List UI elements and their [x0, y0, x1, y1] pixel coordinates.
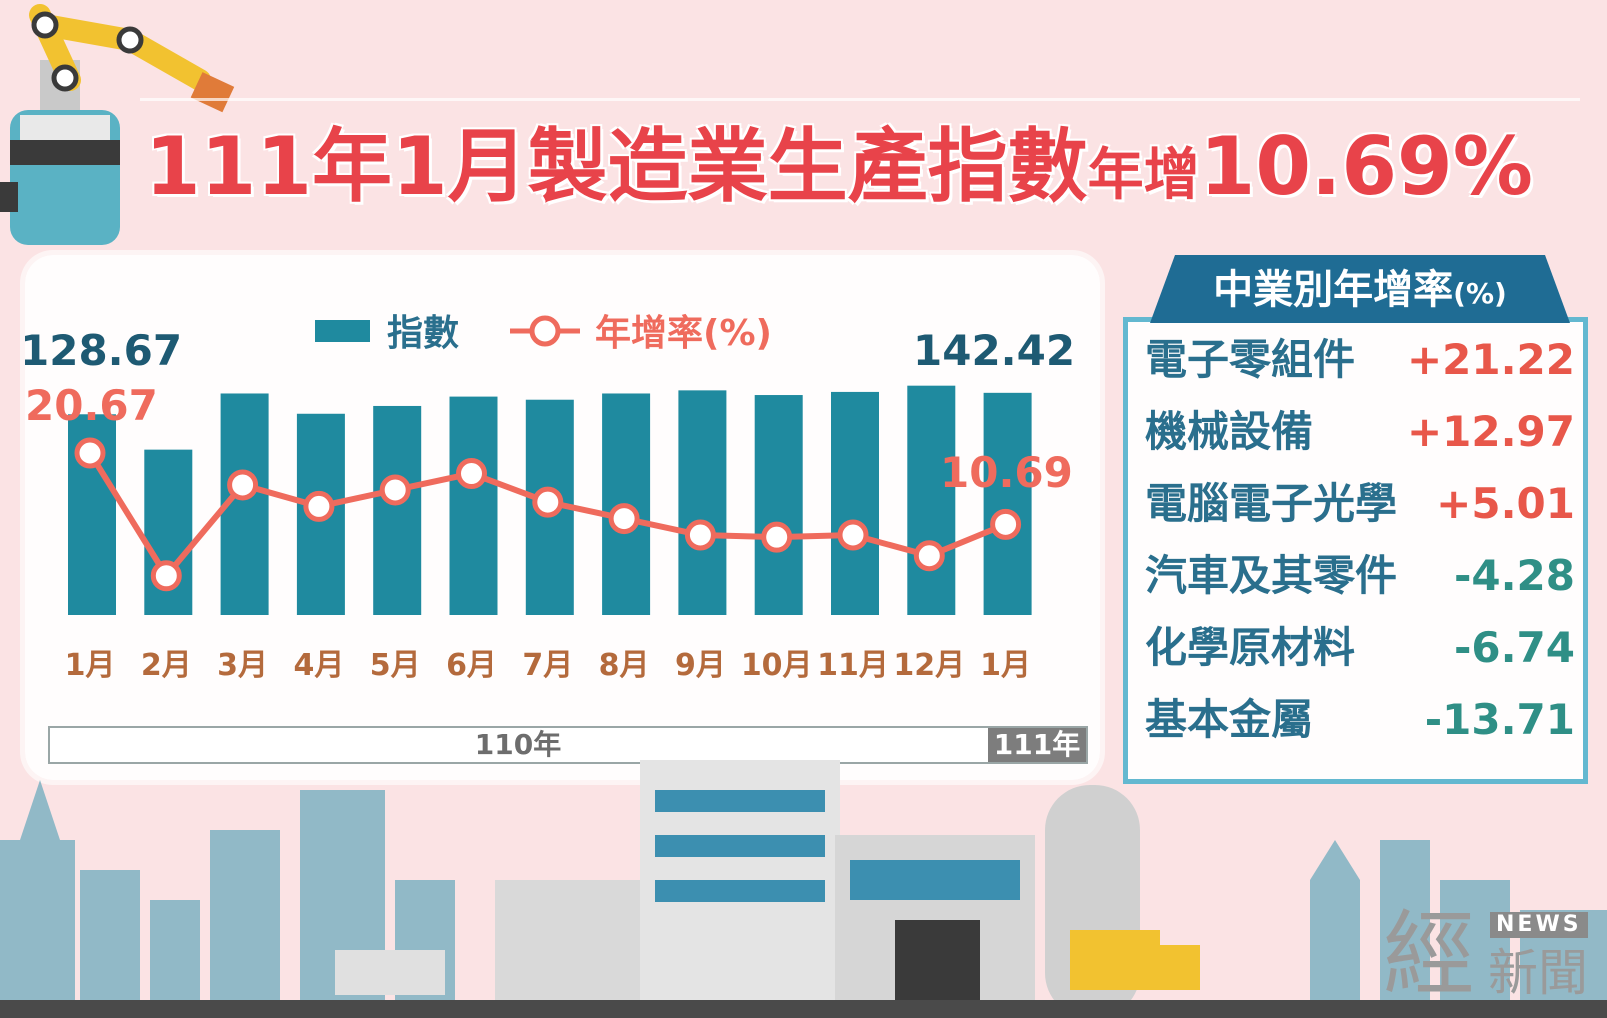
growth-point — [761, 521, 793, 553]
index-bar — [831, 391, 879, 615]
x-tick-label: 7月 — [522, 648, 573, 683]
title-divider — [140, 98, 1580, 101]
industry-row: 電腦電子光學 +5.01 — [1145, 474, 1575, 534]
industry-growth-panel — [1123, 317, 1588, 784]
first-index-label: 128.67 — [25, 326, 182, 375]
x-tick-label: 10月 — [741, 648, 813, 683]
industry-row: 基本金屬 -13.71 — [1145, 690, 1575, 750]
growth-point — [303, 490, 335, 522]
page-title: 111年1月製造業生產指數年增10.69% — [145, 112, 1585, 222]
industry-name: 汽車及其零件 — [1145, 551, 1398, 600]
legend-line-marker — [529, 315, 561, 347]
x-tick-label: 1月 — [65, 648, 116, 683]
x-tick-label: 12月 — [893, 648, 965, 683]
industry-name: 化學原材料 — [1145, 623, 1356, 672]
growth-point — [608, 503, 640, 535]
industry-header: 中業別年增率(%) — [1150, 260, 1570, 320]
title-subject: 製造業生產指數 — [527, 120, 1088, 213]
title-growth-value: 10.69% — [1199, 120, 1533, 213]
industry-value: -13.71 — [1424, 695, 1575, 744]
industry-row: 電子零組件 +21.22 — [1145, 330, 1575, 390]
growth-point — [379, 474, 411, 506]
x-tick-label: 2月 — [141, 648, 192, 683]
x-tick-label: 4月 — [293, 648, 344, 683]
index-bar — [449, 396, 498, 615]
x-tick-label: 6月 — [446, 648, 497, 683]
industry-row: 化學原材料 -6.74 — [1145, 618, 1575, 678]
title-growth-word: 年增 — [1087, 143, 1200, 208]
robot-arm-illustration — [0, 4, 235, 245]
title-month: 1月 — [392, 120, 528, 213]
industry-name: 電腦電子光學 — [1145, 479, 1398, 528]
factory-city-illustration — [0, 760, 1607, 1018]
x-tick-label: 1月 — [980, 648, 1031, 683]
industry-name: 基本金屬 — [1145, 695, 1314, 744]
logo-xinwen: 新聞 — [1488, 944, 1588, 1002]
growth-point — [837, 519, 869, 551]
production-index-chart: 指數 年增率(%) 1月 2月 3月 4月 5月 6月 7月 8月 9月 10月 11月 12月 1月 … — [25, 313, 1075, 683]
industry-header-title: 中業別年增率 — [1213, 267, 1454, 313]
year-110-label: 110年 — [474, 728, 562, 761]
industry-value: +21.22 — [1406, 335, 1575, 384]
x-tick-label: 3月 — [217, 648, 268, 683]
growth-point — [227, 469, 259, 501]
logo-news: NEWS — [1490, 912, 1588, 938]
growth-point — [684, 519, 716, 551]
index-bar — [754, 395, 803, 615]
industry-header-unit: (%) — [1453, 277, 1507, 310]
industry-value: +5.01 — [1436, 479, 1575, 528]
industry-header-tab — [1150, 255, 1570, 323]
x-tick-label: 8月 — [599, 648, 650, 683]
x-tick-label: 11月 — [817, 648, 889, 683]
industry-name: 機械設備 — [1145, 407, 1314, 456]
growth-point — [456, 458, 487, 490]
index-bar — [678, 390, 727, 615]
industry-value: -6.74 — [1453, 623, 1575, 672]
industry-name: 電子零組件 — [1145, 335, 1356, 384]
growth-point — [913, 540, 945, 572]
index-bar — [983, 392, 1032, 615]
year-111-label: 111年 — [988, 728, 1086, 762]
industry-row: 機械設備 +12.97 — [1145, 402, 1575, 462]
growth-point — [532, 486, 564, 518]
index-bar — [373, 405, 422, 615]
growth-point — [150, 560, 182, 592]
last-index-label: 142.42 — [913, 326, 1075, 375]
last-growth-label: 10.69 — [940, 448, 1073, 497]
legend-growth-label: 年增率(%) — [595, 313, 772, 354]
industry-value: +12.97 — [1406, 407, 1575, 456]
first-growth-label: 20.67 — [25, 381, 158, 430]
logo-jing: 經 — [1383, 901, 1476, 1008]
legend-bar-swatch — [315, 320, 370, 342]
x-tick-label: 5月 — [370, 648, 421, 683]
index-bar — [907, 385, 956, 615]
growth-point — [990, 508, 1022, 540]
legend-index-label: 指數 — [387, 313, 459, 354]
industry-value: -4.28 — [1453, 551, 1575, 600]
title-year: 111年 — [145, 120, 392, 213]
year-bar — [48, 726, 1088, 764]
growth-point — [74, 437, 106, 469]
industry-row: 汽車及其零件 -4.28 — [1145, 546, 1575, 606]
x-tick-label: 9月 — [675, 648, 726, 683]
